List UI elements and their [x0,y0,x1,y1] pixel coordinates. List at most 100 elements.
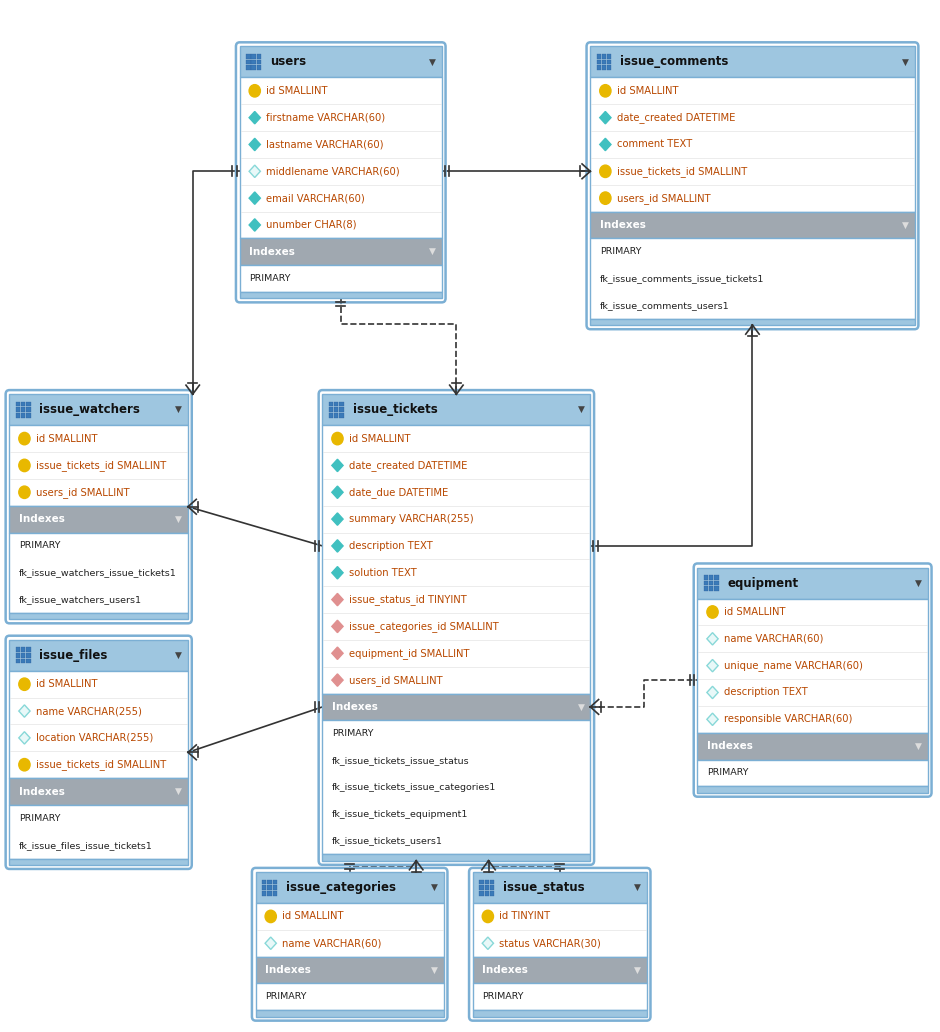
Polygon shape [249,219,260,231]
Bar [329,413,334,418]
Text: lastname VARCHAR(60): lastname VARCHAR(60) [266,139,384,150]
FancyBboxPatch shape [9,778,188,805]
Circle shape [600,85,611,97]
Bar [21,658,25,664]
Bar [26,647,30,652]
Text: Indexes: Indexes [600,220,646,230]
FancyBboxPatch shape [9,394,188,425]
FancyBboxPatch shape [256,903,444,957]
Text: PRIMARY: PRIMARY [332,730,373,738]
Bar [485,885,489,890]
FancyBboxPatch shape [240,238,442,265]
Bar [16,401,21,407]
FancyBboxPatch shape [473,983,647,1010]
Bar [273,885,277,890]
Text: id SMALLINT: id SMALLINT [266,86,327,96]
Bar [273,891,277,896]
Bar [262,885,267,890]
Polygon shape [249,192,260,204]
FancyBboxPatch shape [256,872,444,903]
Bar [16,658,21,664]
Polygon shape [332,593,343,606]
Text: PRIMARY: PRIMARY [265,993,306,1001]
Text: status VARCHAR(30): status VARCHAR(30) [499,938,601,948]
Text: fk_issue_tickets_issue_status: fk_issue_tickets_issue_status [332,756,469,765]
Polygon shape [600,111,611,124]
Text: summary VARCHAR(255): summary VARCHAR(255) [349,514,474,524]
Text: id SMALLINT: id SMALLINT [617,86,678,96]
Text: ▼: ▼ [431,883,438,892]
Circle shape [249,85,260,97]
Bar [252,65,256,70]
Text: Indexes: Indexes [19,786,65,797]
Text: ▼: ▼ [175,651,182,659]
Text: ▼: ▼ [175,787,182,796]
FancyBboxPatch shape [256,983,444,1010]
Text: description TEXT: description TEXT [349,541,432,551]
Bar [704,586,708,591]
Text: id SMALLINT: id SMALLINT [724,607,785,617]
Polygon shape [19,732,30,744]
Bar [16,408,21,412]
Bar [339,401,344,407]
Bar [257,60,261,64]
Text: users: users [270,56,306,68]
Text: issue_status_id TINYINT: issue_status_id TINYINT [349,594,466,605]
Bar [714,586,718,591]
Text: Indexes: Indexes [482,965,528,975]
Text: issue_comments: issue_comments [620,56,728,68]
Text: description TEXT: description TEXT [724,687,807,698]
Text: fk_issue_watchers_issue_tickets1: fk_issue_watchers_issue_tickets1 [19,569,177,577]
FancyBboxPatch shape [697,733,928,760]
FancyBboxPatch shape [473,872,647,903]
Polygon shape [332,459,343,472]
Text: equipment_id SMALLINT: equipment_id SMALLINT [349,648,469,658]
Bar [339,413,344,418]
Polygon shape [249,111,260,124]
Text: Indexes: Indexes [265,965,311,975]
Bar [335,413,338,418]
Text: location VARCHAR(255): location VARCHAR(255) [36,733,153,743]
Text: fk_issue_tickets_users1: fk_issue_tickets_users1 [332,837,443,845]
Bar [252,60,256,64]
Bar [257,65,261,70]
Bar [704,581,708,585]
Bar [709,575,713,580]
FancyBboxPatch shape [473,903,647,957]
Bar [339,408,344,412]
FancyBboxPatch shape [590,319,915,325]
Circle shape [265,910,276,923]
FancyBboxPatch shape [697,786,928,793]
Bar [490,885,494,890]
Bar [268,885,272,890]
Text: PRIMARY: PRIMARY [600,248,641,256]
FancyBboxPatch shape [322,720,590,854]
Text: fk_issue_watchers_users1: fk_issue_watchers_users1 [19,595,142,604]
Text: ▼: ▼ [634,966,641,974]
Text: middlename VARCHAR(60): middlename VARCHAR(60) [266,166,400,176]
Polygon shape [707,713,718,725]
Text: date_created DATETIME: date_created DATETIME [617,112,735,123]
Text: ▼: ▼ [915,742,922,750]
Circle shape [707,606,718,618]
Text: issue_tickets: issue_tickets [352,404,437,416]
Text: id SMALLINT: id SMALLINT [36,433,97,444]
Text: issue_watchers: issue_watchers [39,404,140,416]
Text: name VARCHAR(255): name VARCHAR(255) [36,706,142,716]
Bar [490,891,494,896]
Text: issue_categories_id SMALLINT: issue_categories_id SMALLINT [349,621,498,632]
FancyBboxPatch shape [9,805,188,859]
Polygon shape [707,686,718,699]
Text: Indexes: Indexes [707,741,753,751]
Text: issue_tickets_id SMALLINT: issue_tickets_id SMALLINT [617,166,747,176]
Text: email VARCHAR(60): email VARCHAR(60) [266,193,365,203]
Circle shape [332,432,343,445]
Text: fk_issue_tickets_issue_categories1: fk_issue_tickets_issue_categories1 [332,783,496,792]
Text: ▼: ▼ [901,58,909,66]
FancyBboxPatch shape [322,394,590,425]
FancyBboxPatch shape [9,425,188,506]
FancyBboxPatch shape [9,640,188,671]
FancyBboxPatch shape [590,77,915,212]
Bar [479,885,483,890]
Text: issue_tickets_id SMALLINT: issue_tickets_id SMALLINT [36,460,166,471]
